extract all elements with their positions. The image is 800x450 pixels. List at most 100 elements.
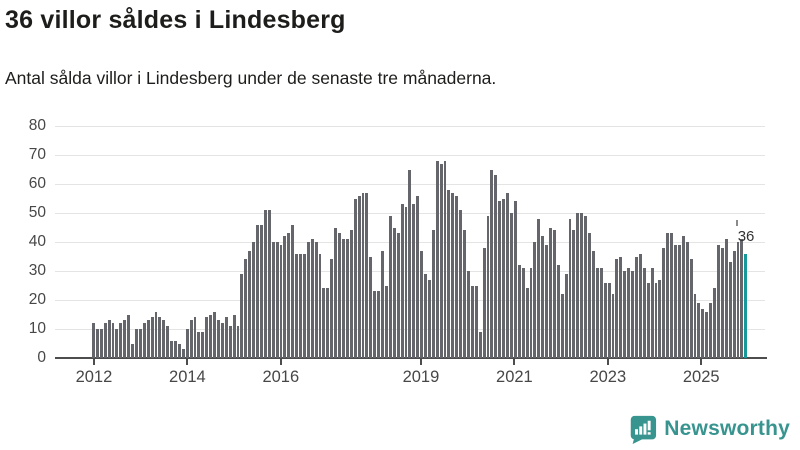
bar [224,317,228,358]
bar [99,329,103,358]
bar [357,195,361,358]
bar [736,242,740,358]
bar [541,236,545,358]
bar [217,320,220,358]
bar [252,242,256,358]
bar [228,326,232,358]
bar [674,244,677,358]
bar [201,331,205,358]
bar [701,308,705,358]
x-axis-label-2019: 2019 [402,368,440,386]
bar [623,271,627,358]
bar [275,242,279,358]
bar [334,227,338,358]
bar [342,239,345,358]
bar [634,256,638,358]
bar [404,207,408,358]
bars-group [92,126,748,358]
bar [185,329,189,358]
bar [439,163,443,358]
bar [220,323,224,358]
bar [174,340,177,358]
bar [166,326,170,358]
bar [384,285,388,358]
bar [560,294,564,358]
bar [115,329,119,358]
y-axis-label-70: 70 [28,146,46,163]
bar [123,320,127,358]
bar [474,285,478,358]
x-axis-label-2021: 2021 [496,368,533,386]
gridline-y80 [55,125,765,127]
bar [720,247,724,358]
bar [509,213,513,358]
bar [259,224,263,358]
newsworthy-chart-bubble-icon [627,414,657,444]
bar [326,288,330,358]
bar [427,279,431,358]
bar [713,288,716,358]
bar [248,250,252,358]
bar [467,271,470,358]
bar [576,213,580,358]
bar [568,218,572,358]
x-tick-2021 [513,359,516,365]
bar [95,329,99,358]
x-tick-2014 [186,359,189,365]
bar [670,233,674,358]
bar [646,282,650,358]
bar [709,302,713,358]
y-axis-label-60: 60 [28,175,46,192]
bar [627,268,631,358]
bar [365,192,369,358]
x-axis-label-2014: 2014 [169,368,206,386]
bar [322,288,326,358]
bar [107,320,111,358]
bar [478,331,482,358]
bar [263,210,267,358]
bar [615,259,619,358]
bar [658,279,662,358]
x-axis-label-2023: 2023 [589,368,627,386]
annotation-dash [736,219,739,226]
annotation-value: 36 [737,227,755,245]
bar [689,259,693,358]
bar [603,282,607,358]
bar [662,247,666,358]
bar [396,233,400,358]
bar [498,201,502,358]
bar [642,268,646,358]
bar [502,198,506,358]
bar [592,250,595,358]
bar [416,195,420,358]
bar [314,242,318,358]
bar [420,250,424,358]
bar [717,244,720,358]
bar [236,326,240,358]
bar [588,233,591,358]
newsworthy-wordmark: Newsworthy [664,417,790,440]
bar [599,268,603,358]
bar [134,329,138,358]
bar [724,239,728,358]
bar [666,233,670,358]
bar [377,291,381,358]
bar [732,250,736,358]
bar [537,218,541,358]
bar [299,253,302,358]
bar [412,204,416,358]
bar [654,282,658,358]
bar [533,242,537,358]
bar [408,169,412,358]
bar [306,242,310,358]
bar [92,323,95,358]
bar [740,239,744,358]
bar [584,215,588,358]
bar [244,259,248,358]
bar [189,320,193,358]
bar [506,192,509,358]
bar [685,242,689,358]
bar [517,265,521,358]
bar [424,273,427,358]
